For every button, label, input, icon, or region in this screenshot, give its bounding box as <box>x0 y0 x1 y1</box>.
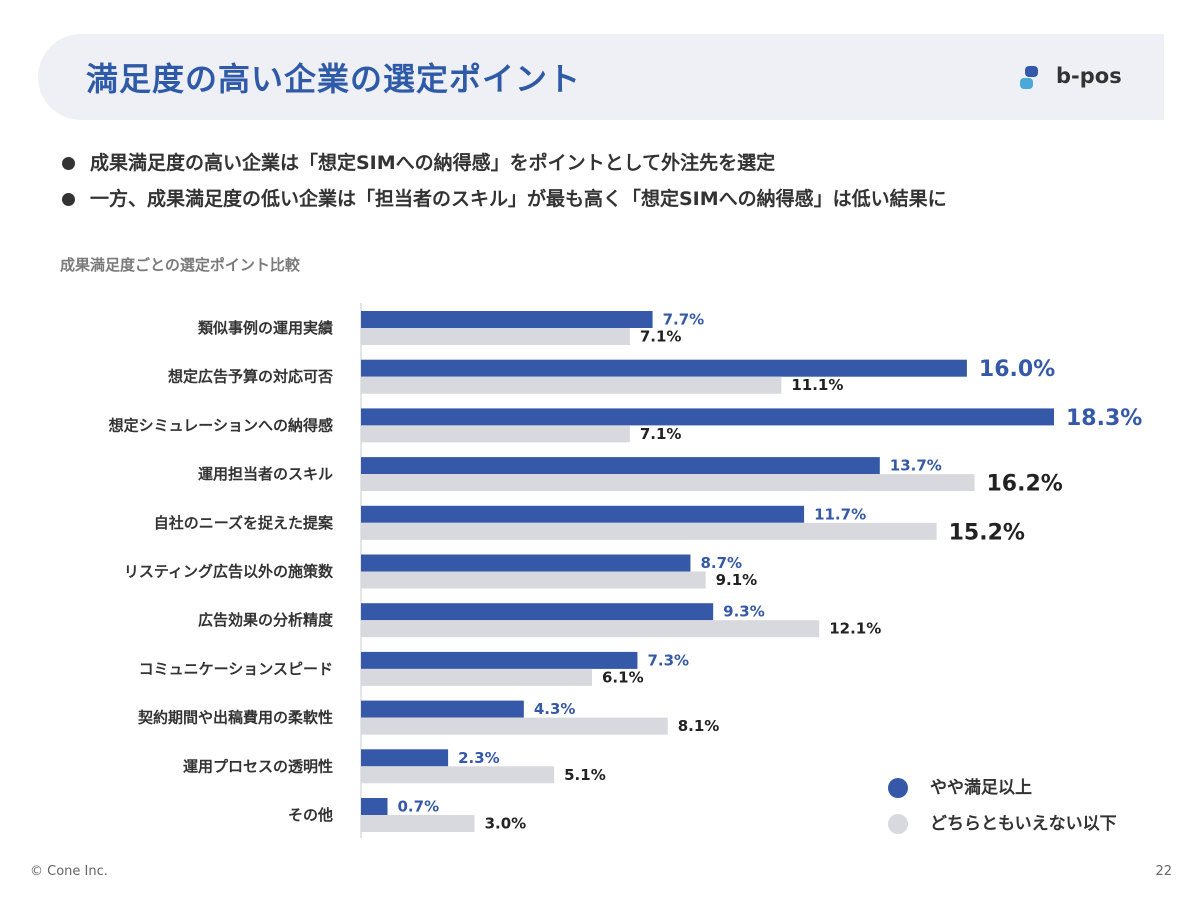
bullet-item: 一方、成果満足度の低い企業は「担当者のスキル」が最も高く「想定SIMへの納得感」… <box>62 184 947 220</box>
bar-series-1 <box>361 457 880 475</box>
bar-series-2 <box>361 474 975 492</box>
legend-swatch-series-2-icon <box>888 814 908 834</box>
bar-series-1 <box>361 798 388 815</box>
data-label-series-2: 7.1% <box>640 328 682 346</box>
bar-series-1 <box>361 749 449 767</box>
bar-series-2 <box>361 376 782 394</box>
header-banner: 満足度の高い企業の選定ポイント b-pos <box>38 34 1164 120</box>
data-label-series-1: 7.3% <box>647 651 689 669</box>
data-label-series-1: 2.3% <box>458 749 500 767</box>
category-label: 運用担当者のスキル <box>198 465 333 483</box>
bar-series-2 <box>361 425 630 443</box>
legend-item-series-2: どちらともいえない以下 <box>888 812 1117 848</box>
category-label: 運用プロセスの透明性 <box>183 757 333 775</box>
data-label-series-1: 8.7% <box>700 554 742 572</box>
copyright: © Cone Inc. <box>30 864 108 879</box>
data-label-series-2: 16.2% <box>986 472 1062 497</box>
legend-item-series-1: やや満足以上 <box>888 776 1117 812</box>
category-label: リスティング広告以外の施策数 <box>124 563 334 581</box>
bullet-text: 一方、成果満足度の低い企業は「担当者のスキル」が最も高く「想定SIMへの納得感」… <box>90 188 947 210</box>
category-label: コミュニケーションスピード <box>139 660 333 678</box>
data-label-series-1: 11.7% <box>814 505 866 523</box>
category-label: 類似事例の運用実績 <box>197 319 333 337</box>
bar-series-2 <box>361 766 555 784</box>
bar-series-1 <box>361 651 638 669</box>
data-label-series-2: 12.1% <box>829 620 881 638</box>
legend-swatch-series-1-icon <box>888 778 908 798</box>
bullet-list: 成果満足度の高い企業は「想定SIMへの納得感」をポイントとして外注先を選定 一方… <box>62 148 947 220</box>
data-label-series-1: 0.7% <box>398 798 440 816</box>
bar-series-1 <box>361 408 1054 426</box>
bar-series-1 <box>361 359 967 377</box>
bar-series-1 <box>361 603 714 621</box>
data-label-series-2: 6.1% <box>602 668 644 686</box>
data-label-series-2: 3.0% <box>485 815 527 833</box>
bar-series-2 <box>361 620 820 638</box>
page-title: 満足度の高い企業の選定ポイント <box>86 60 582 98</box>
logo-text: b-pos <box>1056 64 1122 88</box>
category-label: 広告効果の分析精度 <box>198 611 334 629</box>
bar-series-2 <box>361 571 706 589</box>
category-label: 自社のニーズを捉えた提案 <box>154 514 334 532</box>
bar-series-1 <box>361 700 524 718</box>
bullet-text: 成果満足度の高い企業は「想定SIMへの納得感」をポイントとして外注先を選定 <box>90 152 776 174</box>
bar-series-2 <box>361 328 630 345</box>
bullet-dot-icon <box>62 193 75 206</box>
chart-legend: やや満足以上 どちらともいえない以下 <box>888 776 1117 848</box>
category-label: 想定シミュレーションへの納得感 <box>108 416 333 434</box>
category-label: 想定広告予算の対応可否 <box>167 368 333 386</box>
bar-series-2 <box>361 717 668 735</box>
category-label: 契約期間や出稿費用の柔軟性 <box>137 709 333 727</box>
data-label-series-1: 4.3% <box>534 700 576 718</box>
data-label-series-2: 7.1% <box>640 425 682 443</box>
category-label: その他 <box>288 806 333 824</box>
data-label-series-2: 11.1% <box>791 376 843 394</box>
data-label-series-1: 13.7% <box>890 457 942 475</box>
bar-series-1 <box>361 554 691 572</box>
data-label-series-1: 16.0% <box>979 357 1055 382</box>
b-pos-logo-icon <box>1020 66 1038 89</box>
data-label-series-1: 9.3% <box>723 603 765 621</box>
bullet-dot-icon <box>62 157 75 170</box>
data-label-series-2: 9.1% <box>716 571 758 589</box>
data-label-series-1: 7.7% <box>663 311 705 329</box>
bar-series-1 <box>361 311 653 328</box>
bullet-item: 成果満足度の高い企業は「想定SIMへの納得感」をポイントとして外注先を選定 <box>62 148 947 184</box>
bar-series-1 <box>361 505 805 523</box>
legend-label-series-2: どちらともいえない以下 <box>930 814 1117 834</box>
data-label-series-2: 5.1% <box>564 766 606 784</box>
data-label-series-2: 15.2% <box>949 520 1025 545</box>
data-label-series-1: 18.3% <box>1066 406 1142 431</box>
chart-subtitle: 成果満足度ごとの選定ポイント比較 <box>60 256 300 274</box>
bar-series-2 <box>361 668 592 686</box>
page-number: 22 <box>1155 864 1172 879</box>
data-label-series-2: 8.1% <box>678 717 720 735</box>
legend-label-series-1: やや満足以上 <box>930 778 1032 798</box>
bar-series-2 <box>361 815 475 832</box>
bar-series-2 <box>361 522 937 540</box>
